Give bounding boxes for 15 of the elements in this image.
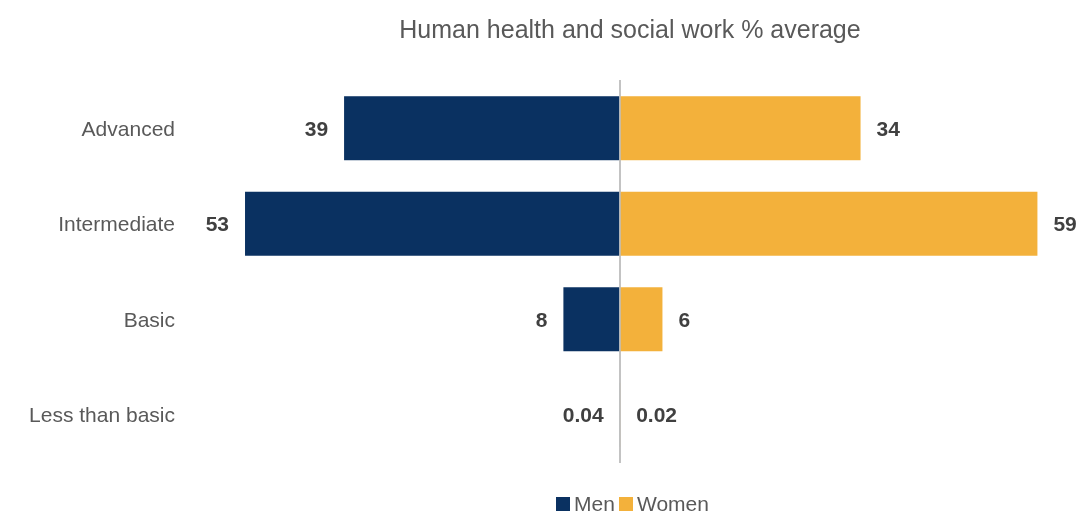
data-label: 0.04: [562, 403, 605, 427]
chart-title: Human health and social work % average: [399, 15, 861, 43]
y-tick-label: Basic: [123, 307, 175, 331]
data-label: 59: [1053, 212, 1077, 236]
legend-label: Women: [637, 492, 709, 513]
data-label: 53: [205, 212, 230, 236]
data-label: 34: [876, 116, 901, 140]
data-label: 39: [304, 116, 329, 140]
data-label: 0.02: [636, 403, 678, 427]
data-label: 6: [678, 307, 691, 331]
legend-label: Men: [574, 492, 615, 513]
y-tick-label: Advanced: [81, 116, 175, 140]
y-tick-label: Intermediate: [58, 212, 175, 236]
data-label: 8: [535, 307, 548, 331]
y-tick-label: Less than basic: [29, 403, 175, 427]
